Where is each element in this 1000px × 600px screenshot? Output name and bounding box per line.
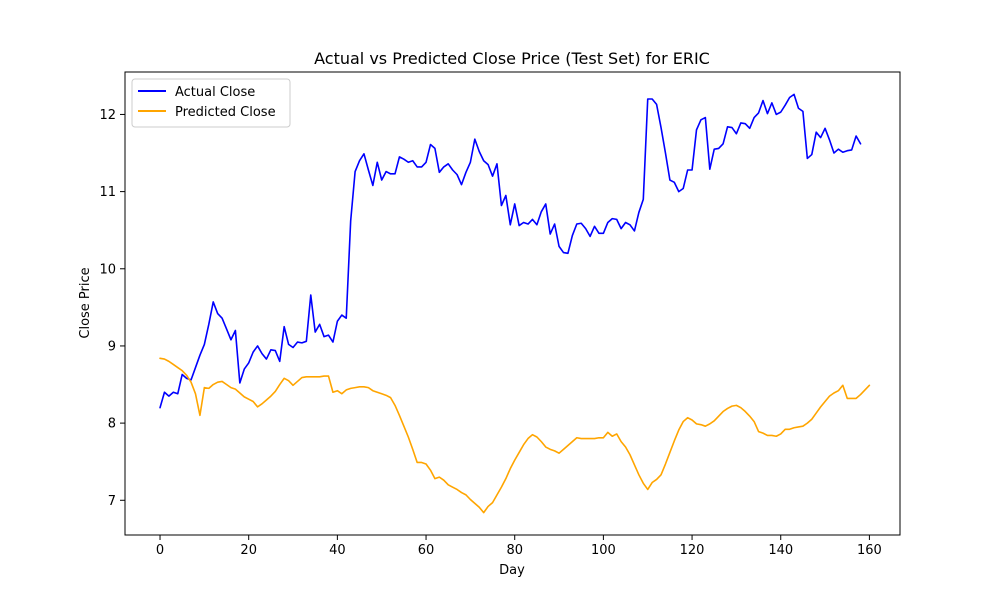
y-tick-label: 10 bbox=[99, 262, 116, 277]
x-tick-label: 160 bbox=[857, 543, 882, 558]
y-axis-label: Close Price bbox=[78, 267, 93, 338]
x-tick-label: 80 bbox=[506, 543, 523, 558]
x-tick-label: 100 bbox=[591, 543, 616, 558]
legend-label-predicted-close: Predicted Close bbox=[175, 105, 276, 120]
legend-box bbox=[131, 78, 291, 128]
x-tick-label: 0 bbox=[156, 543, 164, 558]
legend: Actual Close Predicted Close bbox=[131, 78, 291, 128]
x-axis-label: Day bbox=[499, 563, 525, 578]
plot-area bbox=[124, 71, 901, 536]
plot-frame bbox=[124, 71, 901, 536]
series-line-predicted-close bbox=[159, 357, 871, 514]
x-tick-label: 140 bbox=[768, 543, 793, 558]
y-tick-label: 9 bbox=[108, 339, 116, 354]
x-tick-label: 120 bbox=[680, 543, 705, 558]
chart-title: Actual vs Predicted Close Price (Test Se… bbox=[314, 49, 710, 68]
y-tick-label: 8 bbox=[108, 417, 116, 432]
y-tick-label: 7 bbox=[108, 494, 116, 509]
x-axis: 0 20 40 60 80 100 120 140 160 bbox=[156, 535, 882, 558]
x-tick-label: 60 bbox=[418, 543, 435, 558]
y-tick-label: 11 bbox=[99, 185, 116, 200]
series-line-actual-close bbox=[159, 93, 862, 409]
x-tick-label: 40 bbox=[329, 543, 346, 558]
y-axis: 7 8 9 10 11 12 bbox=[99, 108, 125, 509]
x-tick-label: 20 bbox=[240, 543, 257, 558]
series-lines bbox=[159, 93, 871, 514]
legend-label-actual-close: Actual Close bbox=[175, 85, 255, 100]
y-tick-label: 12 bbox=[99, 108, 116, 123]
